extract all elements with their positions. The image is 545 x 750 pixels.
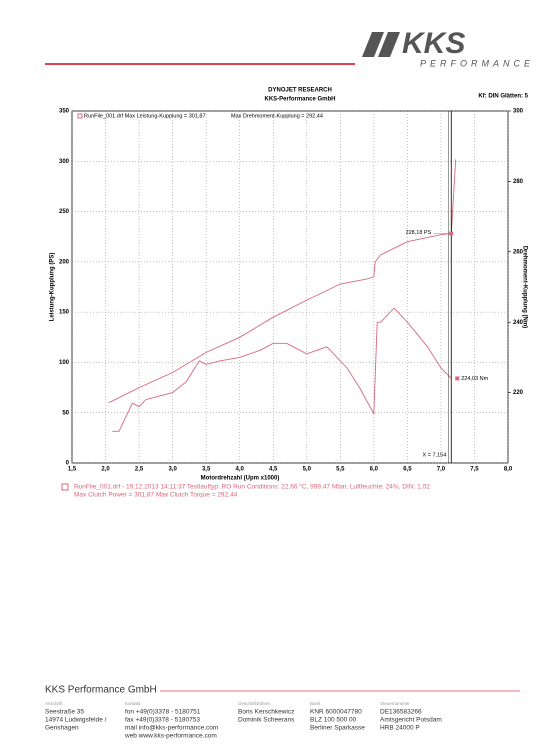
plot-frame bbox=[71, 110, 509, 464]
footer-label: Geschäftsführer bbox=[238, 701, 271, 706]
data-line bbox=[108, 159, 457, 404]
x-tick-label: 6,5 bbox=[403, 467, 412, 473]
footer-line: DE136583266 bbox=[380, 709, 422, 716]
annotation-marker bbox=[449, 231, 454, 236]
footer-line: fax +49(0)3378 - 5180753 bbox=[125, 717, 200, 724]
x-tick-label: 8,0 bbox=[504, 467, 513, 473]
footer-line: BLZ 100 500 00 bbox=[310, 717, 357, 724]
footer-line: HRB 24000 P bbox=[380, 725, 420, 732]
y-tick-label: 50 bbox=[62, 410, 69, 416]
y-tick-label: 250 bbox=[59, 209, 70, 215]
footer-line: fon +49(0)3378 - 5180751 bbox=[125, 709, 201, 716]
footer-label: Bank bbox=[310, 701, 321, 706]
corner-note: Kf: DIN Glätten: 5 bbox=[478, 94, 528, 100]
y2-tick-label: 240 bbox=[513, 320, 524, 326]
footer-line: Genshagen bbox=[45, 725, 79, 732]
legend-box bbox=[76, 112, 296, 134]
cursor-label: X = 7,154 bbox=[423, 452, 447, 458]
y-tick-label: 350 bbox=[59, 109, 70, 115]
logo-text: KKS bbox=[402, 27, 465, 60]
x-tick-label: 2,0 bbox=[101, 467, 110, 473]
x-tick-label: 4,5 bbox=[269, 467, 278, 473]
y-tick-label: 300 bbox=[59, 159, 70, 165]
footer-label: Steuernummer bbox=[380, 701, 410, 706]
x-tick-label: 5,5 bbox=[336, 467, 345, 473]
footer-line: 14974 Ludwigsfelde / bbox=[45, 717, 107, 724]
footer-line: Berliner Sparkasse bbox=[310, 725, 365, 732]
x-tick-label: 4,0 bbox=[236, 467, 245, 473]
legend-swatch bbox=[77, 113, 83, 119]
footer-label: Kontakt bbox=[125, 701, 141, 706]
y-tick-label: 0 bbox=[66, 461, 70, 467]
legend-text: Max Drehmoment-Kupplung = 292,44 bbox=[231, 113, 323, 119]
x-tick-label: 2,5 bbox=[135, 467, 144, 473]
y2-tick-label: 260 bbox=[513, 249, 524, 255]
x-tick-label: 6,0 bbox=[370, 467, 379, 473]
run-info: RunFile_001.drf - 19.12.2013 14:11:37 Te… bbox=[74, 483, 430, 491]
y2-tick-label: 300 bbox=[513, 109, 524, 115]
y2-axis-label: Drehmoment-Kupplung (Nm) bbox=[521, 246, 527, 328]
x-tick-label: 5,0 bbox=[303, 467, 312, 473]
annotation-label: 228,18 PS bbox=[406, 230, 432, 236]
legend-text: RunFile_001.drf Max Leistung-Kupplung = … bbox=[84, 113, 206, 119]
logo-sub: PERFORMANCE bbox=[420, 58, 534, 68]
x-tick-label: 7,0 bbox=[437, 467, 446, 473]
y-tick-label: 150 bbox=[59, 310, 70, 316]
data-line bbox=[112, 307, 452, 432]
annotation-label: 224,03 Nm bbox=[461, 376, 488, 382]
y-tick-label: 100 bbox=[59, 360, 70, 366]
footer-line: web www.kks-performance.com bbox=[124, 733, 217, 740]
footer-line: Seestraße 35 bbox=[45, 709, 84, 716]
footer-line: KNR 6000047780 bbox=[310, 709, 362, 716]
footer-line: Amtsgericht Potsdam bbox=[380, 717, 442, 724]
logo: KKS PERFORMANCE bbox=[362, 27, 534, 68]
y-axis-label: Leistung-Kupplung (PS) bbox=[50, 253, 56, 322]
y2-tick-label: 280 bbox=[513, 179, 524, 185]
y-tick-label: 200 bbox=[59, 259, 70, 265]
run-info: Max Clutch Power = 301,87 Max Clutch Tor… bbox=[74, 492, 238, 499]
footer-line: mail info@kks-performance.com bbox=[125, 725, 218, 732]
chart-subtitle: KKS-Performance GmbH bbox=[264, 97, 335, 103]
x-axis-label: Motordrehzahl (Upm x1000) bbox=[201, 476, 280, 482]
footer-line: Dominik Scheerans bbox=[238, 717, 295, 724]
company-name: KKS Performance GmbH bbox=[45, 685, 157, 696]
footer-line: Boris Kerschkewicz bbox=[238, 709, 294, 716]
x-tick-label: 7,5 bbox=[470, 467, 479, 473]
x-tick-label: 3,0 bbox=[168, 467, 177, 473]
x-tick-label: 1,5 bbox=[68, 467, 77, 473]
y2-tick-label: 220 bbox=[513, 390, 524, 396]
x-tick-label: 3,5 bbox=[202, 467, 211, 473]
footer-label: Anschrift bbox=[45, 701, 63, 706]
annotation-marker bbox=[455, 376, 460, 381]
run-swatch bbox=[61, 483, 69, 491]
chart-title: DYNOJET RESEARCH bbox=[268, 88, 332, 94]
